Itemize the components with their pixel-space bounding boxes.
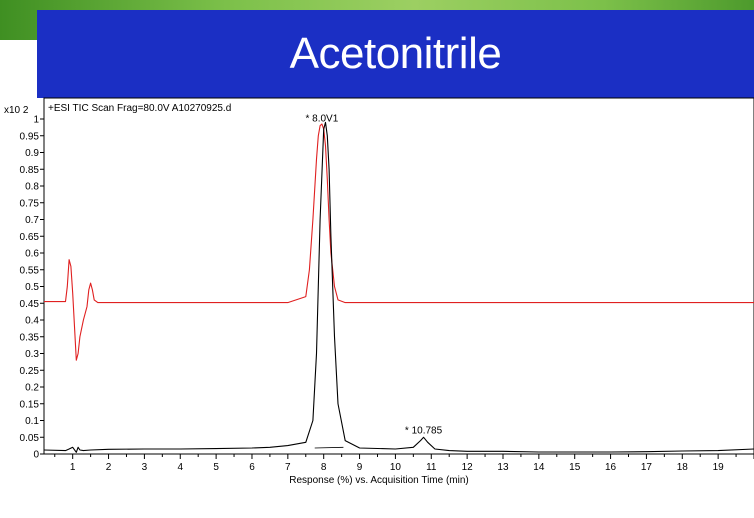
x-tick-label: 18 xyxy=(677,462,689,473)
x-tick-label: 19 xyxy=(713,462,725,473)
y-tick-label: 0.05 xyxy=(20,433,40,444)
x-tick-label: 14 xyxy=(533,462,545,473)
peak-annotation: * 10.785 xyxy=(405,425,443,436)
x-tick-label: 4 xyxy=(177,462,183,473)
y-tick-label: 0.45 xyxy=(20,299,40,310)
y-tick-label: 0.9 xyxy=(25,148,39,159)
x-tick-label: 5 xyxy=(213,462,219,473)
x-tick-label: 10 xyxy=(390,462,402,473)
y-tick-label: 0.2 xyxy=(25,383,39,394)
y-tick-label: 0.85 xyxy=(20,165,40,176)
y-tick-label: 0.3 xyxy=(25,349,39,360)
x-tick-label: 1 xyxy=(70,462,76,473)
x-tick-label: 2 xyxy=(106,462,112,473)
x-tick-label: 9 xyxy=(357,462,363,473)
y-tick-label: 0.95 xyxy=(20,131,40,142)
y-tick-label: 0.5 xyxy=(25,282,39,293)
x-tick-label: 8 xyxy=(321,462,327,473)
y-tick-label: 0.8 xyxy=(25,182,39,193)
y-tick-label: 0 xyxy=(33,450,39,461)
title-banner: Acetonitrile xyxy=(37,10,754,98)
y-tick-label: 0.4 xyxy=(25,316,39,327)
y-tick-label: 0.15 xyxy=(20,399,40,410)
chart-title: +ESI TIC Scan Frag=80.0V A10270925.d xyxy=(48,103,231,114)
y-tick-label: 1 xyxy=(33,115,39,126)
x-axis-label: Response (%) vs. Acquisition Time (min) xyxy=(289,475,469,486)
x-tick-label: 3 xyxy=(142,462,148,473)
x-tick-label: 12 xyxy=(462,462,474,473)
series-line-1 xyxy=(44,123,754,361)
x-tick-label: 7 xyxy=(285,462,291,473)
x-tick-label: 11 xyxy=(426,462,437,473)
peak-baseline xyxy=(314,446,344,449)
y-tick-label: 0.65 xyxy=(20,232,40,243)
x-tick-label: 16 xyxy=(605,462,617,473)
y-tick-label: 0.7 xyxy=(25,215,39,226)
slide-title: Acetonitrile xyxy=(289,29,502,78)
series-line-2 xyxy=(43,121,754,453)
x-tick-label: 13 xyxy=(497,462,509,473)
y-tick-label: 0.25 xyxy=(20,366,40,377)
peak-annotation: * 8.0V1 xyxy=(305,114,338,125)
plot-frame xyxy=(43,97,754,455)
x-tick-label: 6 xyxy=(249,462,255,473)
y-tick-label: 0.75 xyxy=(20,198,40,209)
x-tick-label: 17 xyxy=(641,462,653,473)
y-tick-label: 0.1 xyxy=(25,416,39,427)
x-tick-label: 15 xyxy=(569,462,581,473)
y-tick-label: 0.6 xyxy=(25,249,39,260)
y-tick-label: 0.35 xyxy=(20,332,40,343)
y-tick-label: 0.55 xyxy=(20,265,40,276)
y-multiplier-label: x10 2 xyxy=(4,105,29,116)
